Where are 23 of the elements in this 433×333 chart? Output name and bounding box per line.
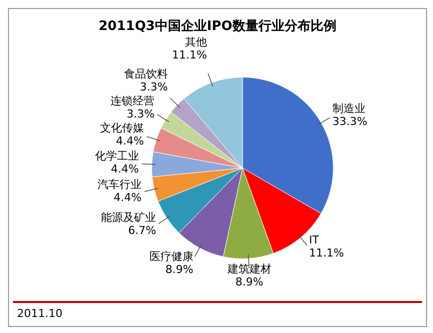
data-label: 4.4% (114, 191, 142, 204)
data-label: 11.1% (308, 246, 344, 260)
slice-label: 连锁经营 (110, 94, 155, 108)
data-label: 3.3% (126, 107, 155, 120)
slice-label: 化学工业 (94, 150, 139, 163)
slice-label: 医疗健康 (149, 250, 194, 264)
data-label: 8.9% (235, 275, 264, 288)
slice-label: 汽车行业 (98, 178, 142, 192)
slice-label: 文化传媒 (100, 121, 144, 134)
text: 2011.10 (17, 307, 62, 320)
data-label: 3.3% (140, 80, 168, 94)
data-label: 11.1% (172, 48, 207, 62)
data-label: 6.7% (128, 224, 156, 238)
data-label: 4.4% (116, 134, 144, 148)
data-label: 33.3% (332, 115, 368, 128)
slice-label: IT (308, 234, 320, 246)
slice-label: 制造业 (332, 102, 366, 116)
data-label: 8.9% (165, 263, 194, 276)
slice-label: 建筑建材 (226, 262, 272, 276)
slice-label: 食品饮料 (124, 67, 168, 80)
data-label: 4.4% (110, 162, 139, 176)
chart-title: 2011Q3中国企业IPO数量行业分布比例 (98, 18, 338, 36)
slice-label: 能源及矿业 (101, 211, 156, 224)
